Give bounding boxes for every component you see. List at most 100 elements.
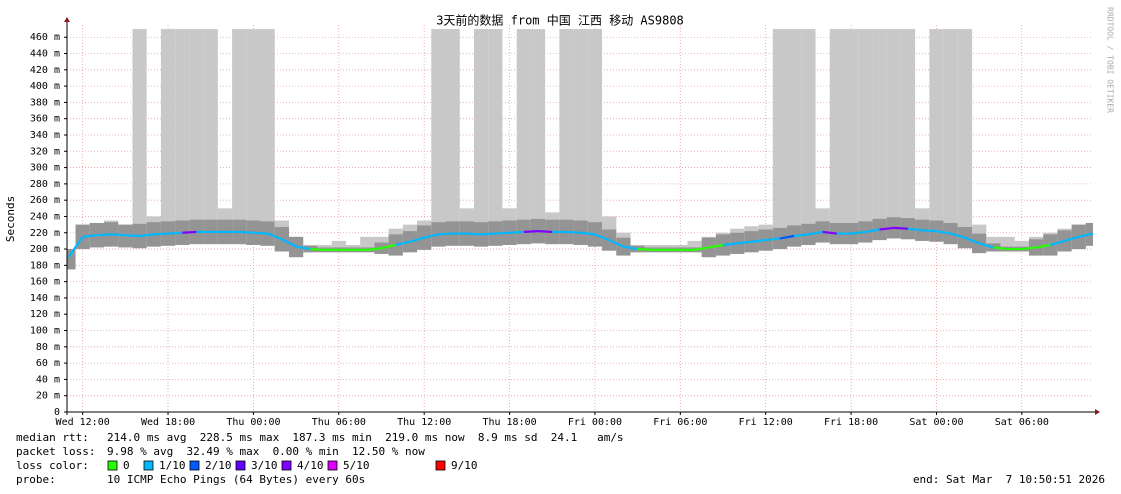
median-line [395, 240, 411, 247]
smoke [957, 29, 973, 249]
y-tick-label: 300 m [30, 163, 60, 174]
median-line [907, 227, 923, 232]
median-line [737, 240, 752, 245]
legend-label: packet loss: [16, 445, 95, 458]
median-line [139, 233, 154, 238]
median-line [67, 236, 84, 258]
median-line [922, 229, 937, 233]
legend-label: probe: [16, 473, 56, 486]
smoke [488, 29, 503, 246]
median-line [125, 234, 140, 238]
legend-swatch [189, 460, 200, 471]
y-tick-label: 360 m [30, 114, 60, 125]
median-line [310, 247, 325, 251]
legend-swatch [281, 460, 292, 471]
smoke [843, 29, 859, 245]
smoke [587, 29, 603, 247]
median-line [978, 242, 994, 249]
y-tick-label: 240 m [30, 211, 60, 222]
chart-title: 3天前的数据 from 中国 江西 移动 AS9808 [436, 13, 684, 28]
median-line [694, 246, 709, 251]
smoke [787, 29, 802, 247]
median-line [367, 247, 382, 251]
median-line [153, 232, 169, 236]
median-line [893, 226, 909, 230]
legend-entry: 4/10 [297, 459, 324, 472]
smoke [132, 29, 147, 249]
median-line [566, 230, 581, 234]
median-line [82, 234, 98, 238]
median-line [936, 230, 951, 235]
y-tick-label: 460 m [30, 32, 60, 43]
y-tick-label: 20 m [36, 391, 60, 402]
median-line [239, 230, 254, 234]
smoke [872, 29, 887, 241]
smoke [260, 29, 275, 246]
smoke [858, 29, 873, 243]
median-line [1050, 239, 1065, 247]
median-line [850, 230, 866, 235]
median-line [423, 233, 439, 239]
median-line [281, 238, 297, 248]
y-tick-label: 140 m [30, 293, 60, 304]
legend: median rtt: 214.0 ms avg 228.5 ms max 18… [16, 431, 1105, 486]
median-line [438, 232, 453, 236]
x-tick-label: Sat 06:00 [995, 417, 1049, 428]
legend-label: loss color: [16, 459, 89, 472]
median-line [822, 230, 837, 235]
legend-label: median rtt: [16, 431, 89, 444]
legend-entry: 0 [123, 459, 130, 472]
smoke [573, 29, 588, 245]
smoke [189, 29, 204, 245]
legend-swatch [435, 460, 446, 471]
smoke [160, 29, 176, 246]
legend-text: 9.98 % avg 32.49 % max 0.00 % min 12.50 … [107, 445, 425, 458]
y-tick-label: 420 m [30, 65, 60, 76]
smoke [801, 29, 816, 245]
smoke [203, 29, 218, 245]
y-tick-label: 80 m [36, 342, 60, 353]
median-line [295, 245, 311, 251]
smoke [516, 29, 531, 245]
y-tick-label: 400 m [30, 81, 60, 92]
legend-entry: 1/10 [159, 459, 186, 472]
smoke [175, 29, 190, 245]
median-line [167, 231, 183, 235]
smoke [431, 29, 446, 247]
x-tick-label: Thu 18:00 [482, 417, 536, 428]
plot: 0 20 m 40 m 60 m 80 m 100 m 120 m 140 m 160 m 180… [30, 17, 1100, 428]
x-tick-label: Thu 12:00 [397, 417, 451, 428]
smoke [772, 29, 788, 250]
y-tick-label: 0 [54, 407, 60, 418]
x-tick-label: Fri 12:00 [739, 417, 793, 428]
median-line [523, 230, 539, 234]
median-line [808, 230, 823, 236]
median-line [879, 226, 894, 231]
median-line [708, 243, 724, 249]
median-line [111, 233, 126, 237]
y-tick-label: 180 m [30, 260, 60, 271]
y-tick-label: 320 m [30, 146, 60, 157]
x-tick-label: Fri 00:00 [568, 417, 622, 428]
x-tick-label: Fri 18:00 [824, 417, 878, 428]
median-line [495, 231, 510, 235]
y-tick-label: 280 m [30, 179, 60, 190]
y-tick-label: 440 m [30, 49, 60, 60]
median-line [594, 233, 610, 242]
smoke [929, 29, 944, 242]
smoke [232, 29, 247, 245]
x-tick-label: Thu 06:00 [312, 417, 366, 428]
y-tick-label: 160 m [30, 277, 60, 288]
legend-entry: 5/10 [343, 459, 370, 472]
median-line [623, 245, 638, 251]
end-time: end: Sat Mar 7 10:50:51 2026 [913, 473, 1105, 486]
x-tick-label: Wed 12:00 [56, 417, 110, 428]
smoke [530, 29, 546, 244]
median-line [751, 238, 766, 243]
smoke [473, 29, 489, 247]
x-tick-label: Wed 18:00 [141, 417, 195, 428]
median-line [993, 246, 1008, 251]
watermark: RRDTOOL / TOBI OETIKER [1106, 7, 1115, 113]
median-line [381, 243, 396, 250]
legend-text: 214.0 ms avg 228.5 ms max 187.3 ms min 2… [107, 431, 624, 444]
